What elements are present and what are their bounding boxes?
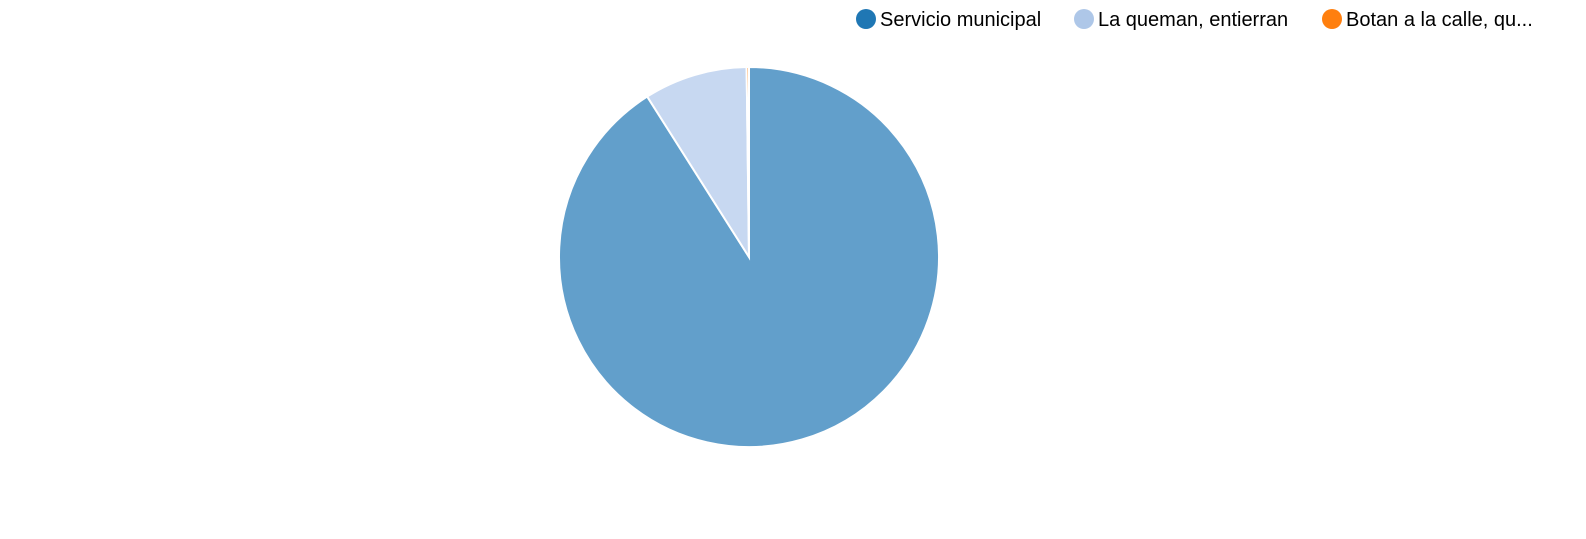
legend-label-botan-a-la-calle: Botan a la calle, qu... [1346,9,1533,31]
legend-item-servicio-municipal[interactable]: Servicio municipal [856,9,1041,31]
legend-label-servicio-municipal: Servicio municipal [880,9,1041,31]
pie-slices [558,65,940,448]
legend-swatch-servicio-municipal [856,9,876,29]
legend-label-la-queman-entierran: La queman, entierran [1098,9,1288,31]
legend-item-la-queman-entierran[interactable]: La queman, entierran [1074,9,1288,31]
legend-swatch-la-queman-entierran [1074,9,1094,29]
pie-slice-botan-a-la-calle-qu[interactable] [745,65,750,258]
legend-item-botan-a-la-calle[interactable]: Botan a la calle, qu... [1322,9,1533,31]
pie-slice-la-queman-entierran[interactable] [645,66,751,261]
legend: Servicio municipal La queman, entierran … [856,9,1533,31]
legend-swatch-botan-a-la-calle [1322,9,1342,29]
